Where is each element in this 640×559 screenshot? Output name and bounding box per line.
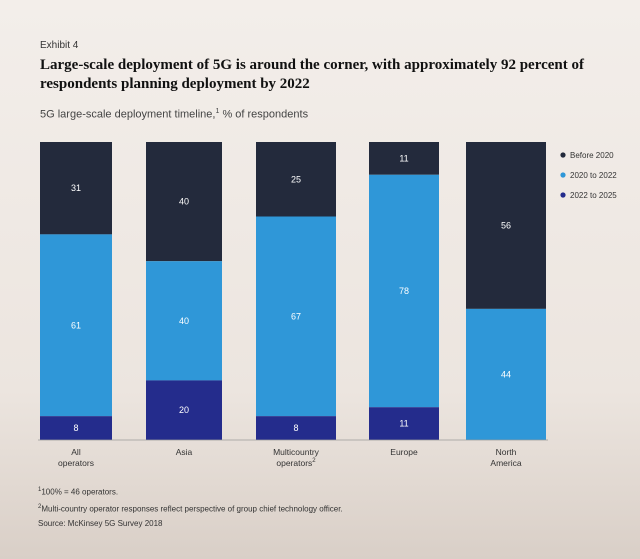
legend-marker xyxy=(560,152,566,158)
bar-value-label: 67 xyxy=(291,311,301,321)
legend-label: Before 2020 xyxy=(570,151,614,160)
bar-segment-2020-to-2022 xyxy=(146,261,222,381)
subtitle-footnote-marker: 1 xyxy=(215,108,220,115)
bar-segment-before-2020 xyxy=(256,142,336,217)
footnote-2-text: Multi-country operator responses reflect… xyxy=(41,504,343,514)
chart-subtitle: 5G large-scale deployment timeline,1 % o… xyxy=(40,108,308,121)
bar-segment-2020-to-2022 xyxy=(40,234,112,417)
bar-value-label: 40 xyxy=(179,316,189,326)
bar-value-label: 61 xyxy=(71,320,81,330)
bar-segment-2020-to-2022 xyxy=(466,308,546,440)
bar-value-label: 40 xyxy=(179,197,189,207)
source-note: Source: McKinsey 5G Survey 2018 xyxy=(38,519,163,529)
bar-value-label: 56 xyxy=(501,220,511,230)
subtitle-unit: % of respondents xyxy=(222,108,309,121)
bar-value-label: 44 xyxy=(501,369,511,379)
legend-label: 2022 to 2025 xyxy=(570,191,617,200)
subtitle-text: 5G large-scale deployment timeline, xyxy=(40,108,216,121)
exhibit-label: Exhibit 4 xyxy=(40,40,79,51)
legend-marker xyxy=(560,172,566,178)
bar-segment-before-2020 xyxy=(40,142,112,235)
bar-value-label: 8 xyxy=(73,423,78,433)
category-label: Multicountry operators2 xyxy=(273,447,320,468)
category-label: Europe xyxy=(390,447,418,457)
bar-value-label: 11 xyxy=(399,153,408,163)
bar-segment-before-2020 xyxy=(146,142,222,262)
bar-value-label: 78 xyxy=(399,286,409,296)
bar-value-label: 20 xyxy=(179,405,189,415)
footnote-2-marker: 2 xyxy=(38,503,42,510)
bar-segment-2020-to-2022 xyxy=(256,216,336,417)
category-label: All operators xyxy=(58,447,94,468)
footnote-1-marker: 1 xyxy=(38,487,42,493)
bar-value-label: 11 xyxy=(399,419,408,429)
bar-value-label: 25 xyxy=(291,174,301,184)
footnote-1: 1100% = 46 operators. xyxy=(38,483,598,500)
bar-value-label: 31 xyxy=(71,183,81,193)
footnote-2: 2Multi-country operator responses reflec… xyxy=(38,500,598,517)
bar-segment-2022-to-2025 xyxy=(256,416,336,440)
bar-segment-before-2020 xyxy=(466,142,546,309)
bar-value-label: 8 xyxy=(293,423,298,433)
category-label: North America xyxy=(490,447,521,468)
footnotes: 1100% = 46 operators. 2Multi-country ope… xyxy=(38,483,598,531)
footnote-1-text: 100% = 46 operators. xyxy=(41,487,119,497)
bar-segment-before-2020 xyxy=(369,142,439,175)
bar-segment-2022-to-2025 xyxy=(40,416,112,440)
legend-label: 2020 to 2022 xyxy=(570,171,617,180)
chart-headline: Large-scale deployment of 5G is around t… xyxy=(40,57,584,92)
bar-segment-2020-to-2022 xyxy=(369,174,439,408)
bar-segment-2022-to-2025 xyxy=(146,380,222,440)
legend-marker xyxy=(560,192,566,198)
category-label: Asia xyxy=(176,447,193,457)
bar-segment-2022-to-2025 xyxy=(369,407,439,440)
